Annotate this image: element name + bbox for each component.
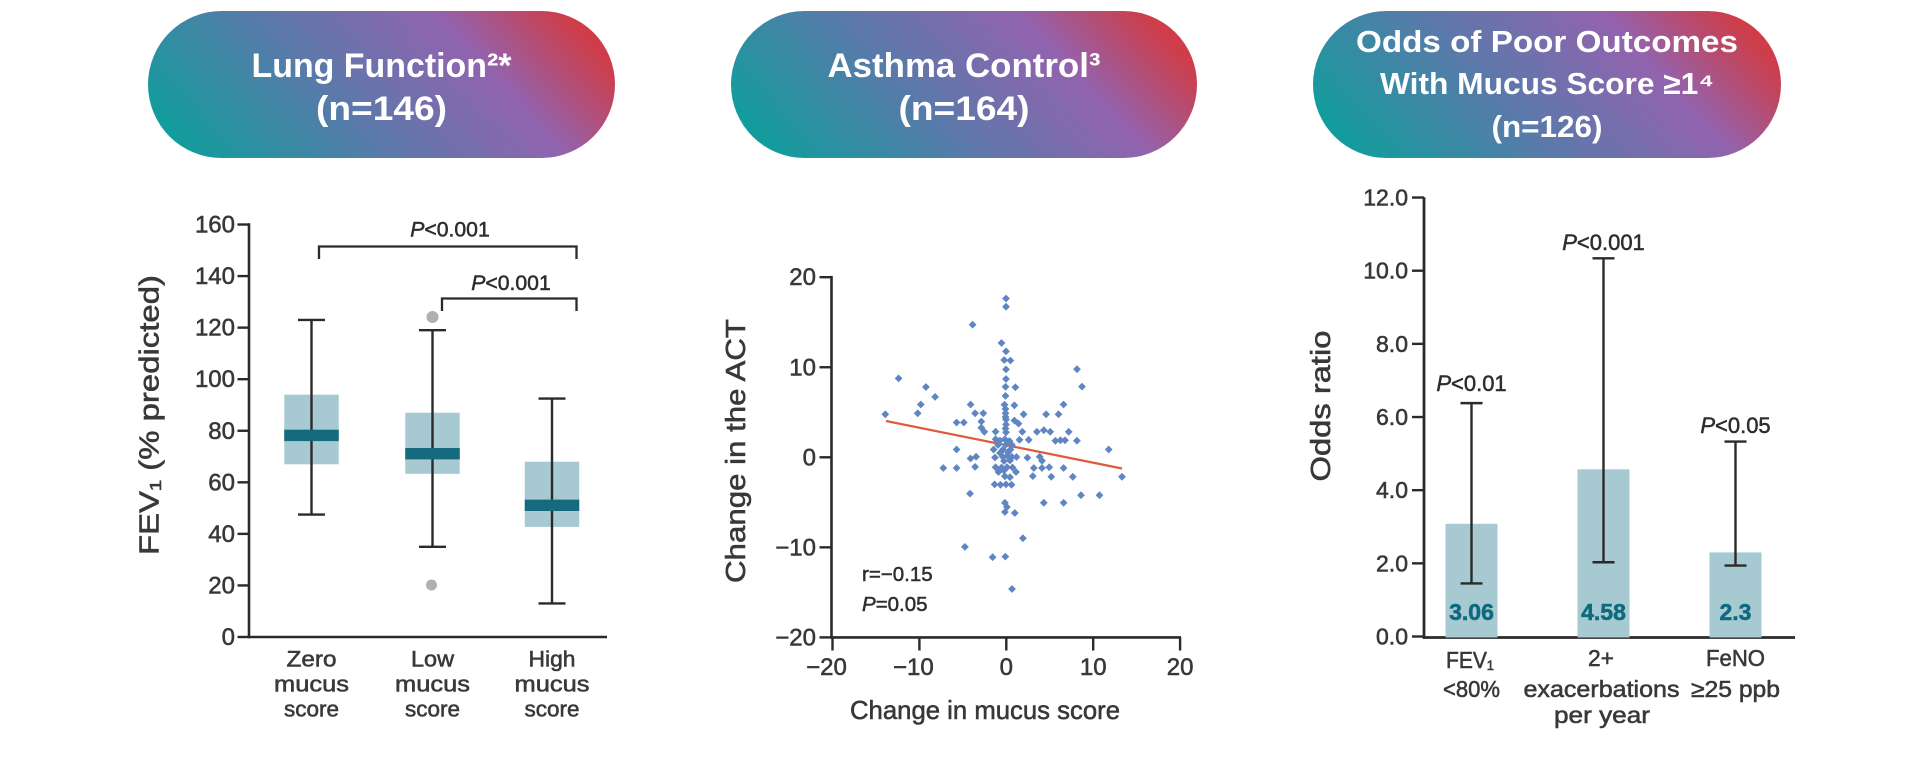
svg-text:0: 0 [1000,654,1013,681]
svg-text:P<0.05: P<0.05 [1700,413,1770,438]
svg-text:4.58: 4.58 [1581,599,1626,625]
svg-text:P<0.01: P<0.01 [1436,371,1506,396]
svg-text:160: 160 [195,212,235,239]
svg-text:mucus: mucus [274,672,349,697]
svg-text:120: 120 [195,315,235,342]
svg-text:20: 20 [1167,654,1194,681]
svg-text:−20: −20 [806,654,847,681]
svg-text:score: score [525,697,580,722]
svg-text:P<0.001: P<0.001 [1562,230,1645,255]
svg-text:4.0: 4.0 [1376,477,1408,503]
svg-text:exacerbations: exacerbations [1524,676,1680,702]
svg-text:40: 40 [208,521,235,548]
svg-text:100: 100 [195,366,235,393]
svg-text:3.06: 3.06 [1449,599,1494,625]
svg-text:2.0: 2.0 [1376,550,1408,576]
svg-text:20: 20 [208,572,235,599]
svg-text:(n=126): (n=126) [1492,110,1603,144]
svg-text:P<0.001: P<0.001 [410,219,490,242]
svg-text:10: 10 [1080,654,1107,681]
svg-text:−10: −10 [893,654,934,681]
svg-text:Odds of Poor Outcomes: Odds of Poor Outcomes [1356,25,1738,59]
svg-text:2+: 2+ [1588,645,1614,671]
svg-text:High: High [529,647,576,672]
svg-text:score: score [405,697,460,722]
svg-text:mucus: mucus [395,672,470,697]
svg-text:(n=146): (n=146) [316,90,447,128]
svg-text:80: 80 [208,418,235,445]
svg-text:Asthma Control³: Asthma Control³ [828,47,1101,85]
svg-text:≥25 ppb: ≥25 ppb [1691,676,1780,702]
svg-text:10: 10 [789,354,816,381]
svg-text:r=−0.15: r=−0.15 [862,563,933,586]
svg-text:−10: −10 [775,534,816,561]
svg-text:(n=164): (n=164) [899,90,1030,128]
svg-text:mucus: mucus [515,672,590,697]
svg-text:12.0: 12.0 [1363,185,1408,211]
svg-text:Low: Low [411,647,454,672]
svg-text:6.0: 6.0 [1376,404,1408,430]
svg-text:per year: per year [1554,702,1650,728]
svg-text:0: 0 [222,624,235,651]
svg-text:Change in the ACT: Change in the ACT [720,319,751,583]
svg-text:P=0.05: P=0.05 [862,593,928,616]
svg-text:FEV₁ (% predicted): FEV₁ (% predicted) [134,275,165,555]
svg-text:8.0: 8.0 [1376,331,1408,357]
svg-text:−20: −20 [775,624,816,651]
svg-text:10.0: 10.0 [1363,258,1408,284]
svg-text:0: 0 [803,444,816,471]
svg-text:Lung Function²*: Lung Function²* [252,47,513,85]
svg-text:score: score [284,697,339,722]
svg-text:2.3: 2.3 [1720,599,1752,625]
svg-text:<80%: <80% [1443,676,1500,702]
svg-text:P<0.001: P<0.001 [471,272,551,295]
svg-text:140: 140 [195,263,235,290]
svg-text:Zero: Zero [287,647,337,672]
svg-text:60: 60 [208,469,235,496]
svg-text:0.0: 0.0 [1376,624,1408,650]
svg-text:With Mucus Score ≥1⁴: With Mucus Score ≥1⁴ [1380,67,1714,101]
svg-text:FEV₁: FEV₁ [1446,647,1494,673]
svg-text:20: 20 [789,264,816,291]
svg-text:Change in mucus score: Change in mucus score [850,695,1120,725]
svg-text:FeNO: FeNO [1706,645,1765,671]
svg-text:Odds ratio: Odds ratio [1305,331,1336,482]
